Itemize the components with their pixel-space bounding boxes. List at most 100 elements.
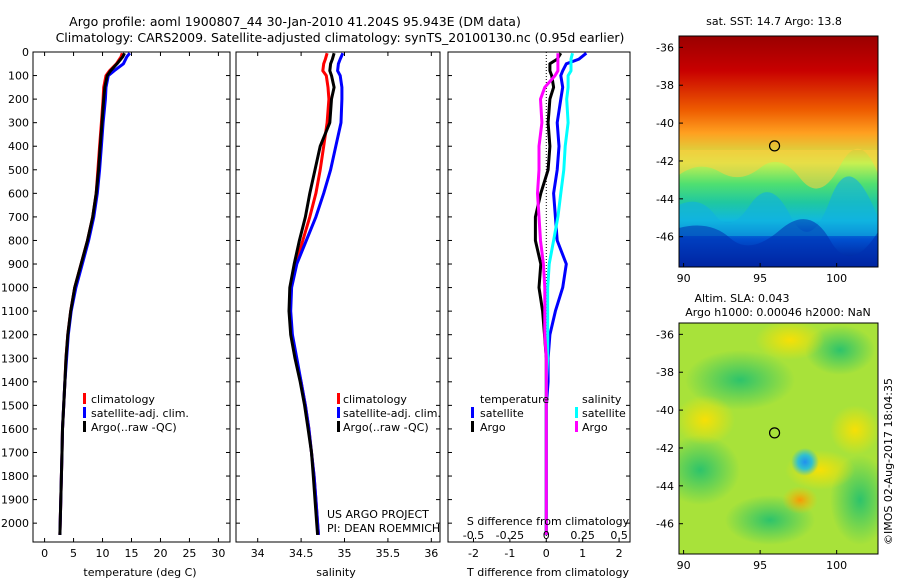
salinity-panel: 34 34.5 35 35.5 36 salinity climatology sate…: [235, 51, 441, 579]
x-tick-label: 34: [251, 547, 265, 560]
series-line-satellite-adj-clim-: [58, 52, 131, 535]
series-line-argo-raw-qc-: [58, 52, 126, 535]
sst-map: sat. SST: 14.7 Argo: 13.8 90 95 100 -36 -38 -…: [656, 15, 879, 285]
y-tick-label: -38: [656, 366, 674, 379]
difference-panel: -2 -1 0 1 2 -0.5 -0.25 0 0.25 0.5 S difference fr…: [447, 51, 631, 579]
y-tick-label: 400: [8, 140, 29, 153]
legend-label-satellite: satellite-adj. clim.: [91, 407, 189, 420]
sla-map-title-line2: Argo h1000: 0.00046 h2000: NaN: [685, 306, 871, 319]
legend-swatch-argo: [83, 421, 86, 432]
sst-map-frame: [678, 35, 879, 268]
salinity-legend: climatology satellite-adj. clim. Argo(..…: [337, 393, 441, 434]
y-tick-label: 1700: [1, 446, 29, 459]
y-tick-label: -36: [656, 41, 674, 54]
x-tick-label: 20: [153, 547, 167, 560]
y-tick-label: 1800: [1, 470, 29, 483]
salinity-axes-box: [235, 51, 441, 543]
y-tick-label: 2000: [1, 517, 29, 530]
project-label: US ARGO PROJECT: [327, 508, 429, 521]
legend-label-s-satellite: satellite: [582, 407, 626, 420]
difference-axes: -2 -1 0 1 2 -0.5 -0.25 0 0.25 0.5: [448, 51, 630, 560]
y-tick-label: 1600: [1, 423, 29, 436]
x-tick-label: 2: [616, 547, 623, 560]
series-line-climatology: [288, 52, 331, 536]
argo-position-marker: [768, 427, 781, 439]
x-tick-label: -2: [468, 547, 479, 560]
sla-map-frame: [678, 322, 879, 555]
x-tick-label: 0: [41, 547, 48, 560]
difference-axes-box: [447, 51, 631, 543]
x-tick-label: 90: [677, 272, 691, 285]
legend-swatch-t-satellite: [471, 407, 474, 418]
y-tick-label: 500: [8, 164, 29, 177]
y-tick-label: 1300: [1, 352, 29, 365]
y-tick-label: -46: [656, 518, 674, 531]
x-tick-label: 95: [753, 559, 767, 572]
legend-swatch-climatology: [83, 393, 86, 404]
y-tick-label: 700: [8, 211, 29, 224]
x-tick-label: 10: [96, 547, 110, 560]
x2-tick-label: 0.5: [610, 529, 628, 542]
temperature-legend: climatology satellite-adj. clim. Argo(..…: [83, 393, 189, 434]
difference-legend: temperature salinity satellite Argo sate…: [471, 393, 626, 434]
x-tick-label: 1: [579, 547, 586, 560]
y-tick-label: -44: [656, 480, 674, 493]
y-tick-label: 1000: [1, 282, 29, 295]
sst-field: [679, 36, 878, 267]
x-tick-label: 15: [125, 547, 139, 560]
argo-position-marker: [768, 140, 781, 152]
x-tick-label: 0: [543, 547, 550, 560]
legend-label-satellite: satellite-adj. clim.: [343, 407, 441, 420]
y-tick-label: 1100: [1, 305, 29, 318]
legend-swatch-s-argo: [575, 421, 578, 432]
y-tick-label: -38: [656, 79, 674, 92]
sst-map-axes: 90 95 100 -36 -38 -40 -42 -44 -46: [656, 41, 847, 285]
x2-tick-label: -0.5: [463, 529, 484, 542]
y-tick-label: -42: [656, 442, 674, 455]
legend-label-argo: Argo(..raw -QC): [91, 421, 177, 434]
timestamp-label: ©IMOS 02-Aug-2017 18:04:35: [882, 378, 895, 545]
legend-swatch-argo: [337, 421, 340, 432]
y-tick-label: -46: [656, 231, 674, 244]
x2-tick-label: 0: [543, 529, 550, 542]
sst-map-title: sat. SST: 14.7 Argo: 13.8: [706, 15, 842, 28]
difference-xlabel2: S difference from climatology: [467, 515, 630, 528]
y-tick-label: 100: [8, 70, 29, 83]
x-tick-label: 25: [182, 547, 196, 560]
y-tick-label: 900: [8, 258, 29, 271]
legend-swatch-t-argo: [471, 421, 474, 432]
legend-swatch-s-satellite: [575, 407, 578, 418]
x-tick-label: 95: [753, 272, 767, 285]
difference-xlabel: T difference from climatology: [466, 566, 629, 579]
temperature-panel: 0100200300400500600700800900100011001200…: [1, 46, 231, 579]
y-tick-label: -42: [656, 155, 674, 168]
legend-label-climatology: climatology: [343, 393, 407, 406]
legend-label-climatology: climatology: [91, 393, 155, 406]
legend-group-salinity: salinity: [582, 393, 622, 406]
x-tick-label: 35.5: [376, 547, 401, 560]
y-tick-label: 0: [22, 46, 29, 59]
legend-swatch-satellite: [337, 407, 340, 418]
sla-map-axes: 90 95 100 -36 -38 -40 -42 -44 -46: [656, 328, 847, 572]
x2-tick-label: -0.25: [496, 529, 524, 542]
sla-map-title-line1: Altim. SLA: 0.043: [694, 292, 789, 305]
legend-group-temperature: temperature: [480, 393, 549, 406]
difference-marks: [533, 52, 588, 542]
y-tick-label: 1200: [1, 329, 29, 342]
y-tick-label: 200: [8, 93, 29, 106]
y-tick-label: 300: [8, 117, 29, 130]
legend-swatch-climatology: [337, 393, 340, 404]
y-tick-label: 800: [8, 234, 29, 247]
salinity-xlabel: salinity: [316, 566, 356, 579]
y-tick-label: 600: [8, 187, 29, 200]
y-tick-label: 1500: [1, 399, 29, 412]
legend-label-t-satellite: satellite: [480, 407, 524, 420]
legend-swatch-satellite: [83, 407, 86, 418]
legend-label-t-argo: Argo: [480, 421, 506, 434]
series-line-climatology: [58, 52, 124, 535]
x-tick-label: 5: [70, 547, 77, 560]
x-tick-label: -1: [504, 547, 515, 560]
sla-field: [679, 323, 878, 554]
